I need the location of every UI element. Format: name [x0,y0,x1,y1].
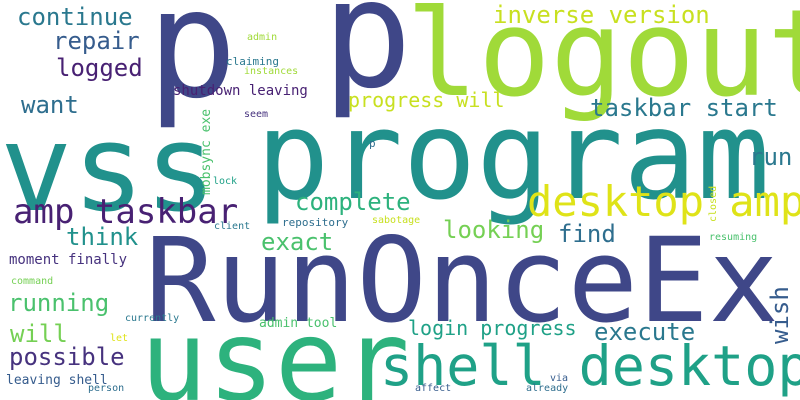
word-shutdown-leaving: shutdown leaving [173,83,308,99]
word-amp-taskbar: amp taskbar [13,192,239,232]
word-p-small: p [369,137,376,150]
word-wish: wish [766,286,794,344]
word-admin: admin [247,32,278,43]
word-program: program [256,85,771,227]
word-will: will [10,320,68,348]
word-progress-will: progress will [348,88,505,112]
word-want: want [21,91,79,119]
word-complete: complete [295,188,411,216]
word-admin-tool: admin tool [259,316,338,331]
word-find: find [558,220,616,248]
word-mobsync-exe: mobsync exe [199,108,214,195]
word-runonceex: RunOnceEx [145,212,779,349]
word-person: person [88,383,125,394]
word-repository: repository [282,216,349,229]
word-closed: closed [708,185,719,222]
word-lock: lock [213,176,238,187]
word-login-progress: login progress [408,316,577,340]
word-let: let [110,333,129,344]
word-shell-desktop: shell desktop [380,334,800,398]
word-execute: execute [594,318,696,346]
word-running: running [8,289,110,317]
word-client: client [214,221,251,232]
word-seem: seem [244,109,269,120]
word-desktop-amp: desktop amp [527,177,800,226]
word-sabotage: sabotage [372,215,421,226]
word-p-large-2: p [322,0,413,122]
word-repair: repair [53,27,140,55]
word-exact: exact [261,228,334,256]
word-affect: affect [415,383,452,394]
word-p-large: p [147,0,238,132]
word-user: user [140,297,410,400]
word-run: run [749,143,793,171]
word-leaving-shell: leaving shell [6,373,108,388]
word-via: via [550,373,569,384]
word-continue: continue [17,3,133,31]
word-logged: logged [56,54,143,82]
word-resuming: resuming [709,232,758,243]
word-taskbar-start: taskbar start [590,94,778,122]
word-moment-finally: moment finally [9,252,128,268]
word-think: think [66,223,139,251]
word-possible: possible [9,343,125,371]
word-instances: instances [244,66,299,77]
word-command: command [11,276,54,287]
word-inverse-version: inverse version [493,1,710,29]
word-vss: vss [0,100,217,239]
word-looking: looking [443,216,545,244]
word-already: already [526,383,569,394]
word-logout: logout [406,0,800,124]
word-claiming: claiming [226,55,279,68]
word-currently: currently [125,313,180,324]
